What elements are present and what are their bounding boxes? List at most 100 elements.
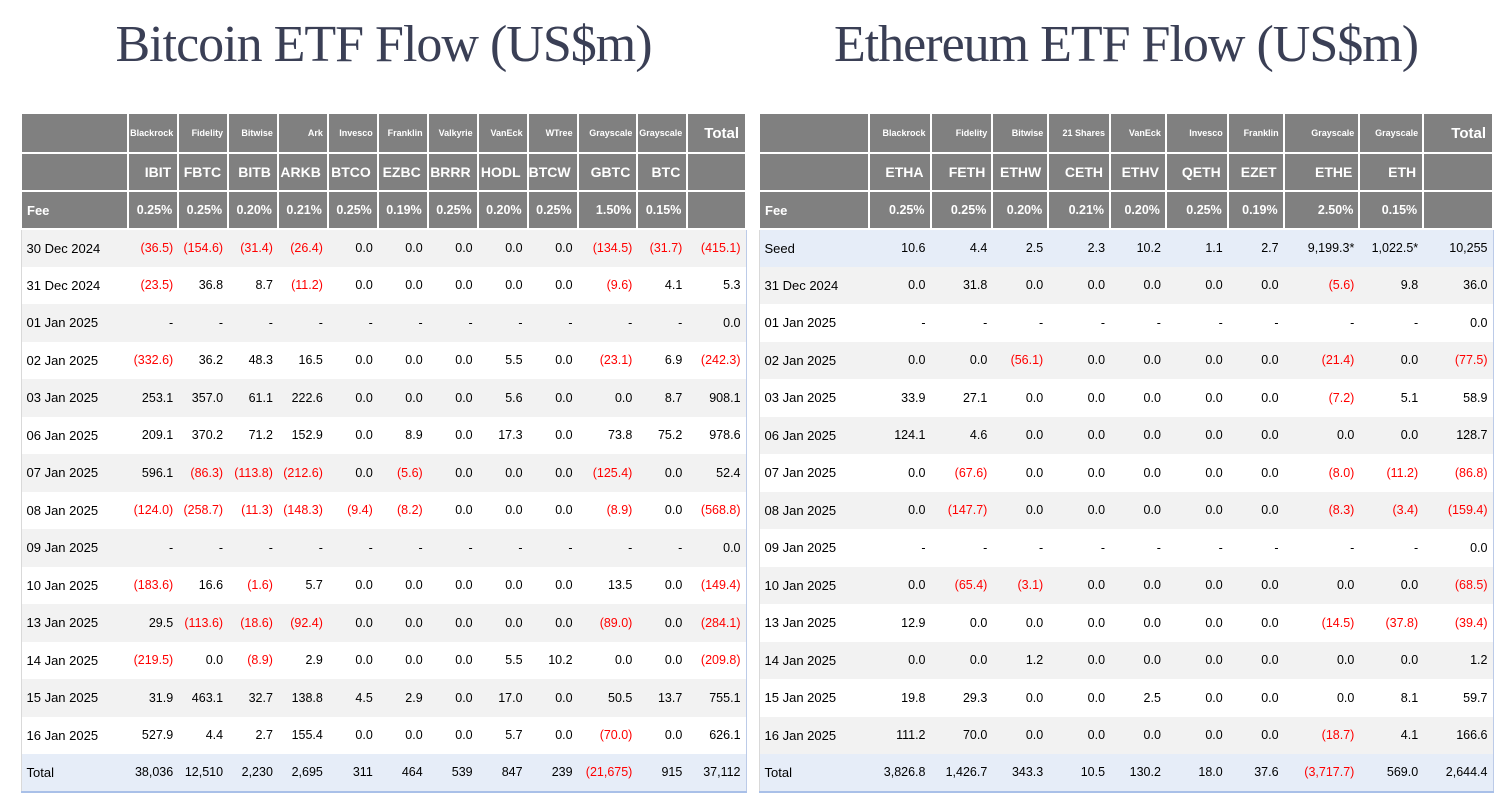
- total-header-cell: Total: [1422, 112, 1494, 154]
- value-cell: 0.0: [555, 390, 573, 405]
- value-cell: 5.6: [505, 390, 523, 405]
- date-cell: 06 Jan 2025: [764, 427, 837, 443]
- value-cell: 4.6: [969, 428, 988, 443]
- value-cell: 10.6: [901, 241, 926, 256]
- fee-cell: 0.25%: [127, 190, 180, 230]
- value-cell: 0.0: [355, 578, 373, 593]
- value-cell: 0.0: [455, 690, 473, 705]
- value-cell: 0.0: [1087, 578, 1106, 593]
- value-cell: 31.8: [962, 278, 988, 293]
- value-cell: 0.0: [614, 653, 633, 668]
- value-cell: -: [1350, 540, 1355, 555]
- value-cell: -: [169, 540, 174, 555]
- date-cell: 06 Jan 2025: [26, 427, 99, 443]
- value-cell: 0.0: [1025, 428, 1044, 443]
- ticker-header-row: ETHA FETH ETHW CETH ETHV QETH EZET ETHE ETH: [758, 152, 1494, 192]
- date-cell: 08 Jan 2025: [26, 502, 99, 518]
- blank-header-cell: [1422, 190, 1494, 230]
- value-cell: 0.0: [1025, 278, 1044, 293]
- total-value-cell: (3,717.7): [1304, 765, 1355, 780]
- ticker-header-cell: ETH: [1358, 152, 1425, 192]
- issuer-header-cell: VanEck: [1109, 112, 1167, 154]
- value-cell: 0.0: [1261, 503, 1279, 518]
- fee-row: Fee 0.25% 0.25% 0.20% 0.21% 0.20% 0.25% 0.19% 2.…: [758, 190, 1494, 230]
- value-cell: (11.2): [291, 278, 323, 293]
- value-cell: (14.5): [1321, 615, 1355, 630]
- value-cell: 4.1: [1400, 728, 1419, 743]
- value-cell: 0.0: [664, 653, 683, 668]
- ticker-header-cell: ETHV: [1109, 152, 1167, 192]
- row-total-cell: (159.4): [1447, 503, 1488, 518]
- value-cell: 0.0: [355, 353, 373, 368]
- value-cell: 0.0: [405, 278, 423, 293]
- fee-cell: 0.25%: [1164, 190, 1229, 230]
- value-cell: 0.0: [505, 465, 523, 480]
- table-row: 07 Jan 2025 596.1 (86.3) (113.8) (212.6) 0.0 (…: [21, 454, 747, 492]
- value-cell: (67.6): [954, 465, 988, 480]
- value-cell: 0.0: [664, 465, 683, 480]
- total-value-cell: 2,695: [291, 765, 323, 780]
- value-cell: (26.4): [290, 241, 323, 256]
- fee-cell: 0.19%: [376, 190, 429, 230]
- value-cell: 0.0: [969, 615, 988, 630]
- issuer-header-cell: Bitwise: [227, 112, 279, 154]
- value-cell: 17.0: [498, 690, 523, 705]
- value-cell: 0.0: [664, 615, 683, 630]
- value-cell: 8.1: [1400, 690, 1419, 705]
- row-total-cell: (284.1): [700, 615, 741, 630]
- value-cell: 0.0: [355, 390, 373, 405]
- value-cell: 2.7: [1261, 241, 1279, 256]
- row-total-cell: (209.8): [700, 653, 741, 668]
- value-cell: (18.7): [1321, 728, 1355, 743]
- total-row: Total 3,826.8 1,426.7 343.3 10.5 130.2 18.0 37.…: [759, 754, 1493, 792]
- value-cell: (31.7): [649, 241, 683, 256]
- table-row: 31 Dec 2024 0.0 31.8 0.0 0.0 0.0 0.0 0.0 (5.6) 9.…: [759, 266, 1493, 304]
- value-cell: 0.0: [908, 465, 926, 480]
- value-cell: 9,199.3*: [1307, 241, 1355, 256]
- row-total-cell: (39.4): [1454, 615, 1488, 630]
- fee-row: Fee 0.25% 0.25% 0.20% 0.21% 0.25% 0.19% 0.25% 0.…: [19, 190, 748, 230]
- value-cell: 5.5: [505, 653, 523, 668]
- value-cell: -: [1414, 315, 1419, 330]
- table-row: 16 Jan 2025 111.2 70.0 0.0 0.0 0.0 0.0 0.0 (18.7…: [759, 716, 1493, 754]
- row-total-cell: 626.1: [709, 728, 741, 743]
- value-cell: -: [318, 315, 323, 330]
- value-cell: 0.0: [1087, 690, 1106, 705]
- value-cell: 0.0: [1025, 690, 1044, 705]
- value-cell: 10.2: [548, 653, 573, 668]
- value-cell: 17.3: [498, 428, 523, 443]
- fee-row-label: Fee: [19, 190, 130, 230]
- total-value-cell: 1,426.7: [945, 765, 988, 780]
- fee-cell: 0.15%: [636, 190, 689, 230]
- value-cell: 0.0: [505, 578, 523, 593]
- value-cell: -: [921, 315, 926, 330]
- value-cell: 16.5: [298, 353, 323, 368]
- table-row: 07 Jan 2025 0.0 (67.6) 0.0 0.0 0.0 0.0 0.0 (8.0)…: [759, 454, 1493, 492]
- issuer-header-cell: Blackrock: [127, 112, 180, 154]
- value-cell: 4.1: [664, 278, 683, 293]
- value-cell: 0.0: [1087, 353, 1106, 368]
- issuer-header-cell: Ark: [276, 112, 329, 154]
- value-cell: (31.4): [240, 241, 273, 256]
- date-cell: 01 Jan 2025: [764, 315, 837, 331]
- row-total-cell: 0.0: [1470, 315, 1488, 330]
- value-cell: 4.4: [205, 728, 224, 743]
- row-total-cell: 0.0: [723, 540, 741, 555]
- value-cell: 32.7: [248, 690, 273, 705]
- value-cell: (23.1): [599, 353, 633, 368]
- blank-header-cell: [686, 190, 748, 230]
- date-cell: 14 Jan 2025: [26, 652, 99, 668]
- value-cell: 0.0: [1025, 728, 1044, 743]
- value-cell: 152.9: [291, 428, 323, 443]
- total-row-label: Total: [764, 764, 792, 780]
- value-cell: 50.5: [608, 690, 633, 705]
- value-cell: 0.0: [1336, 578, 1355, 593]
- value-cell: (23.5): [140, 278, 174, 293]
- value-cell: (8.0): [1328, 465, 1355, 480]
- bitcoin-table-title: Bitcoin ETF Flow (US$m): [115, 16, 652, 73]
- value-cell: 61.1: [248, 390, 273, 405]
- row-total-cell: 58.9: [1463, 390, 1488, 405]
- value-cell: 27.1: [962, 390, 988, 405]
- value-cell: 0.0: [1261, 278, 1279, 293]
- table-row: 08 Jan 2025 0.0 (147.7) 0.0 0.0 0.0 0.0 0.0 (8.3…: [759, 491, 1493, 529]
